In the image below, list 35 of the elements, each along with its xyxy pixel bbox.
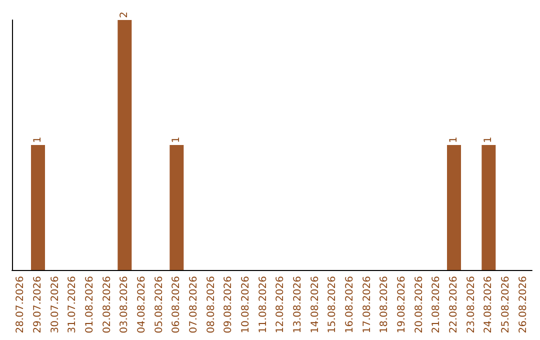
x-tick-label: 19.08.2026 xyxy=(396,276,408,334)
x-tick-label: 26.08.2026 xyxy=(518,276,529,334)
x-tick-label: 11.08.2026 xyxy=(258,276,269,334)
data-label: 1 xyxy=(448,136,460,143)
x-tick-label: 04.08.2026 xyxy=(136,276,148,334)
x-tick-label: 14.08.2026 xyxy=(310,276,321,334)
x-tick-label: 17.08.2026 xyxy=(362,276,373,334)
data-label: 2 xyxy=(119,12,130,18)
x-tick-label: 23.08.2026 xyxy=(466,276,477,334)
x-tick-label: 08.08.2026 xyxy=(206,276,217,334)
x-tick-label: 25.08.2026 xyxy=(500,276,512,334)
x-tick-label: 10.08.2026 xyxy=(240,276,252,334)
x-tick-label: 18.08.2026 xyxy=(379,276,390,334)
x-tick-label: 29.07.2026 xyxy=(32,276,44,334)
x-tick-label: 13.08.2026 xyxy=(292,276,304,334)
x-tick-label: 02.08.2026 xyxy=(102,276,113,334)
x-tick-label: 21.08.2026 xyxy=(431,276,442,334)
x-tick-label: 09.08.2026 xyxy=(223,276,234,334)
x-tick-label: 31.07.2026 xyxy=(67,276,78,334)
x-tick-label: 15.08.2026 xyxy=(327,276,338,334)
x-tick-label: 22.08.2026 xyxy=(448,276,460,334)
x-tick-label: 30.07.2026 xyxy=(50,276,61,334)
x-tick-label: 12.08.2026 xyxy=(275,276,286,334)
x-tick-label: 20.08.2026 xyxy=(414,276,425,334)
x-tick-label: 01.08.2026 xyxy=(84,276,96,334)
x-tick-label: 24.08.2026 xyxy=(483,276,494,334)
x-tick-label: 07.08.2026 xyxy=(188,276,200,334)
data-label: 1 xyxy=(32,136,44,143)
x-tick-label: 06.08.2026 xyxy=(171,276,182,334)
x-tick-label: 16.08.2026 xyxy=(344,276,356,334)
x-tick-label: 28.07.2026 xyxy=(15,276,26,334)
x-tick-label: 05.08.2026 xyxy=(154,276,165,334)
data-label: 1 xyxy=(483,136,494,143)
x-tick-label: 03.08.2026 xyxy=(119,276,130,334)
data-label: 1 xyxy=(171,136,182,143)
